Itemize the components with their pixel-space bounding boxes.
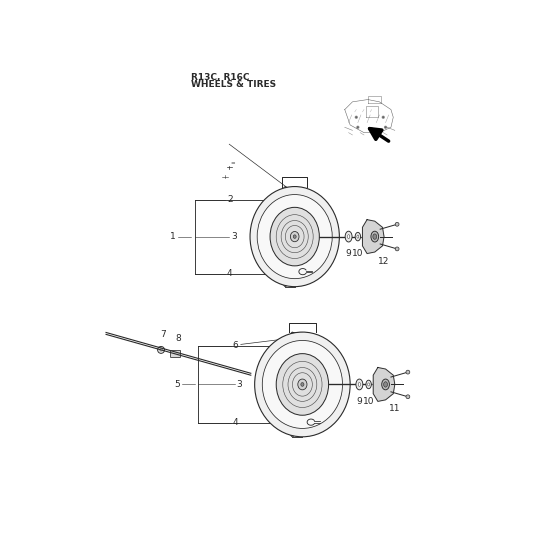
Ellipse shape	[262, 340, 343, 428]
Ellipse shape	[384, 382, 388, 387]
Circle shape	[371, 128, 372, 130]
Ellipse shape	[285, 332, 300, 437]
Ellipse shape	[345, 231, 352, 242]
Text: 1: 1	[170, 232, 176, 241]
Ellipse shape	[366, 380, 371, 389]
Text: 12: 12	[379, 256, 390, 265]
Circle shape	[356, 116, 357, 118]
Polygon shape	[362, 220, 384, 254]
Ellipse shape	[382, 379, 389, 390]
Ellipse shape	[356, 379, 363, 390]
Text: R13C, R16C: R13C, R16C	[191, 73, 249, 82]
Ellipse shape	[406, 370, 410, 374]
Text: 4: 4	[232, 418, 238, 427]
Ellipse shape	[276, 354, 329, 416]
Ellipse shape	[395, 222, 399, 226]
Text: 5: 5	[174, 380, 180, 389]
Text: 10: 10	[352, 249, 363, 258]
Ellipse shape	[373, 234, 377, 239]
Circle shape	[382, 116, 384, 118]
Polygon shape	[373, 367, 395, 402]
Text: 7: 7	[160, 330, 165, 339]
Ellipse shape	[395, 247, 399, 251]
Ellipse shape	[157, 347, 165, 353]
Circle shape	[357, 127, 359, 128]
Ellipse shape	[255, 332, 350, 437]
Text: 9: 9	[346, 249, 352, 258]
Ellipse shape	[270, 207, 319, 266]
Ellipse shape	[406, 395, 410, 399]
Text: 4: 4	[227, 269, 232, 278]
Ellipse shape	[160, 349, 162, 351]
Text: WHEELS & TIRES: WHEELS & TIRES	[191, 80, 276, 88]
Text: 2: 2	[227, 195, 232, 204]
Ellipse shape	[250, 186, 339, 287]
Ellipse shape	[279, 186, 292, 287]
Circle shape	[385, 127, 386, 128]
Ellipse shape	[355, 232, 361, 241]
Ellipse shape	[301, 382, 304, 386]
Ellipse shape	[257, 194, 332, 279]
Text: 8: 8	[176, 334, 181, 343]
Ellipse shape	[298, 379, 307, 390]
Text: 6: 6	[232, 342, 238, 351]
Text: 11: 11	[389, 404, 400, 413]
Text: 3: 3	[236, 380, 242, 389]
Text: 9: 9	[357, 396, 362, 406]
Ellipse shape	[368, 383, 370, 386]
Text: 3: 3	[231, 232, 236, 241]
Ellipse shape	[291, 231, 299, 242]
Ellipse shape	[293, 235, 296, 239]
Text: 10: 10	[363, 396, 375, 406]
Ellipse shape	[347, 235, 350, 239]
FancyBboxPatch shape	[171, 351, 180, 357]
Text: =: =	[231, 161, 235, 166]
Ellipse shape	[357, 235, 359, 238]
Ellipse shape	[371, 231, 379, 242]
Ellipse shape	[358, 382, 361, 386]
